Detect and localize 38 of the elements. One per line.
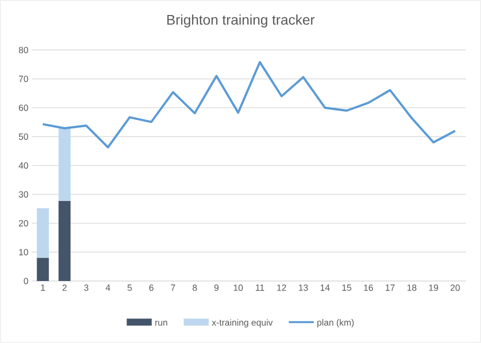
bar xyxy=(36,208,49,258)
y-tick-label: 0 xyxy=(24,278,28,284)
x-tick-label: 4 xyxy=(106,284,110,291)
x-tick-label: 8 xyxy=(192,284,197,291)
y-tick-label: 60 xyxy=(18,104,28,111)
bar xyxy=(36,258,49,281)
x-tick-label: 13 xyxy=(298,284,308,291)
y-tick-label: 10 xyxy=(19,248,28,256)
x-tick-label: 6 xyxy=(149,284,154,291)
bar xyxy=(58,201,71,281)
x-tick-label: 9 xyxy=(214,284,219,291)
x-tick-label: 11 xyxy=(256,284,264,291)
legend-label: x-training equiv xyxy=(212,319,273,328)
x-tick-label: 15 xyxy=(342,284,352,291)
y-tick-label: 40 xyxy=(18,162,28,169)
x-tick-label: 20 xyxy=(450,284,460,291)
chart-title: Brighton training tracker xyxy=(167,14,315,28)
x-tick-label: 19 xyxy=(429,284,438,291)
x-tick-label: 3 xyxy=(84,284,88,291)
line-series xyxy=(42,61,456,148)
bar xyxy=(58,128,71,202)
x-tick-label: 18 xyxy=(407,284,416,291)
x-tick-label: 5 xyxy=(128,284,132,291)
y-tick-label: 70 xyxy=(18,76,28,82)
x-tick-label: 1 xyxy=(41,284,45,291)
x-tick-label: 14 xyxy=(320,284,330,291)
x-tick-label: 16 xyxy=(364,284,373,291)
y-tick-label: 20 xyxy=(18,220,28,226)
x-tick-label: 12 xyxy=(277,284,286,291)
y-tick-label: 80 xyxy=(18,46,28,54)
legend-label: run xyxy=(155,320,168,326)
y-tick-label: 30 xyxy=(18,191,28,198)
x-tick-label: 7 xyxy=(171,284,176,291)
y-tick-label: 50 xyxy=(18,133,28,140)
x-tick-label: 17 xyxy=(386,284,395,291)
x-tick-label: 10 xyxy=(234,284,243,291)
legend-label: plan (km) xyxy=(317,319,354,328)
x-tick-label: 2 xyxy=(62,284,67,291)
